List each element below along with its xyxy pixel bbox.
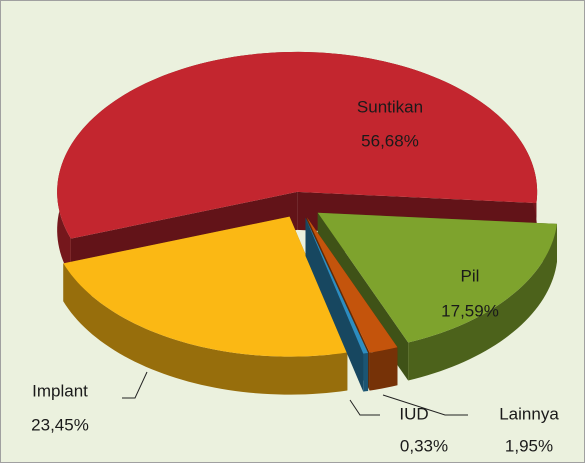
slice-label: Suntikan [357,97,423,116]
slice-top [57,51,538,239]
slice-top [305,217,369,354]
slice-value-label: 56,68% [361,131,419,150]
leader-line [122,371,148,399]
slice-wall [305,217,364,392]
slice-label: Implant [32,381,88,400]
slice-label: Pil [461,266,480,285]
slice-value-label: 0,33% [400,436,448,455]
slice [63,216,348,395]
slice-top [317,212,557,343]
slice-side [63,263,348,395]
slice-side [408,223,557,381]
slice-label: IUD [399,404,428,423]
slice-top [63,216,348,357]
slice-side [363,352,369,392]
slice-top [307,217,398,353]
slice-value-label: 1,95% [505,436,553,455]
slice-side [369,347,398,391]
slice-value-label: 23,45% [31,415,89,434]
leader-line [349,399,380,416]
pie [57,51,557,395]
slice [305,217,369,392]
slice-value-label: 17,59% [441,301,499,320]
leader-line [382,394,468,416]
slice-label: Lainnya [499,404,559,423]
